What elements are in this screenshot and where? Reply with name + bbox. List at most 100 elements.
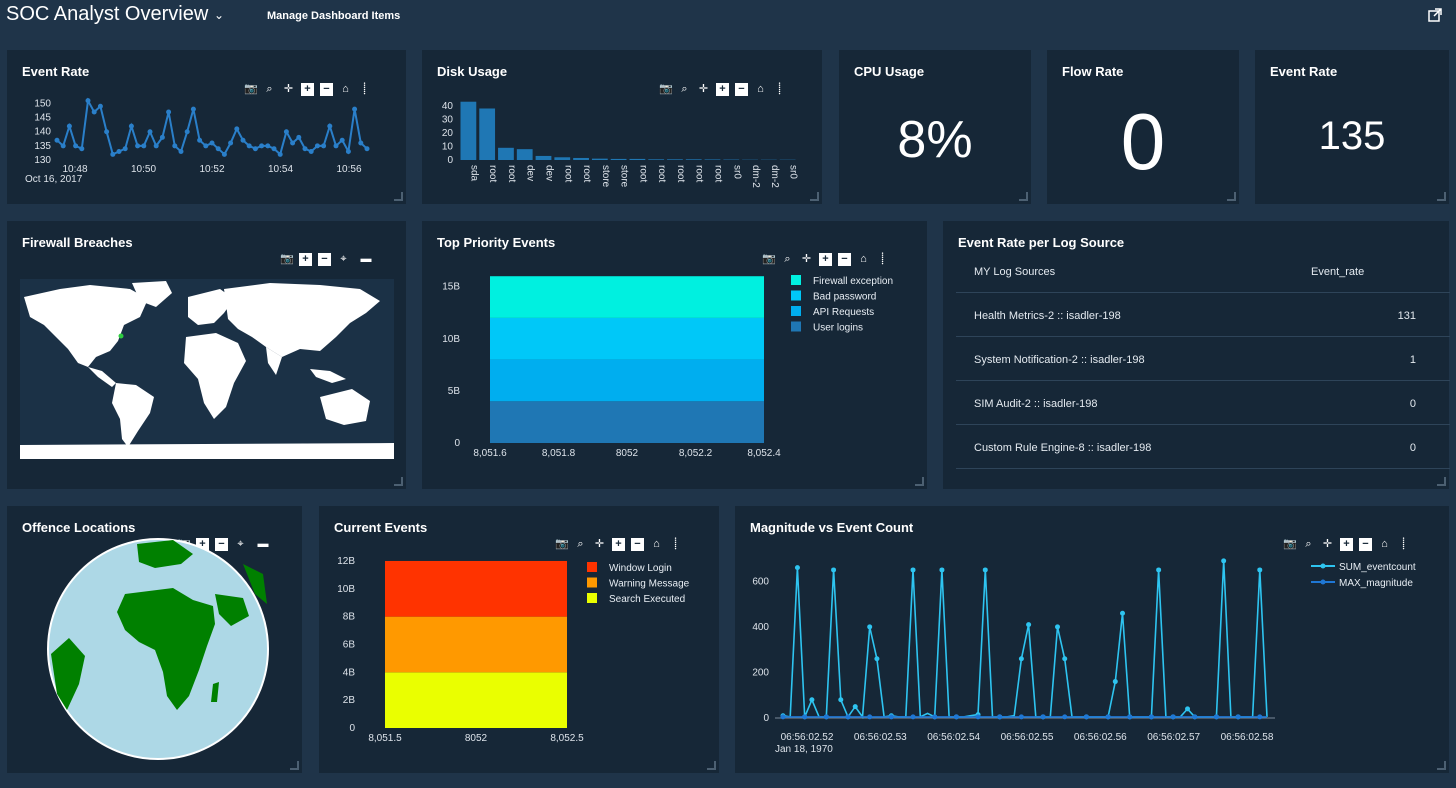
- bar[interactable]: [685, 159, 702, 160]
- data-point[interactable]: [91, 109, 97, 115]
- reset-icon[interactable]: ⌖: [340, 253, 347, 265]
- camera-icon[interactable]: 📷: [659, 83, 673, 95]
- data-point[interactable]: [1185, 706, 1191, 712]
- camera-icon[interactable]: 📷: [555, 538, 569, 550]
- resize-handle[interactable]: [1437, 192, 1446, 201]
- zoom-out-icon[interactable]: −: [838, 253, 851, 266]
- camera-icon[interactable]: 📷: [280, 253, 294, 265]
- data-point[interactable]: [184, 129, 190, 135]
- reset-icon[interactable]: ⌖: [237, 538, 244, 550]
- data-point[interactable]: [1018, 656, 1024, 662]
- bar[interactable]: [479, 108, 496, 160]
- legend-swatch[interactable]: [791, 275, 801, 285]
- camera-icon[interactable]: 📷: [762, 253, 776, 265]
- data-point[interactable]: [997, 714, 1003, 720]
- zoom-icon[interactable]: ⌕: [784, 253, 791, 265]
- zoom-out-icon[interactable]: −: [1359, 538, 1372, 551]
- data-point[interactable]: [838, 697, 844, 703]
- resize-handle[interactable]: [394, 192, 403, 201]
- data-point[interactable]: [1062, 714, 1068, 720]
- data-point[interactable]: [823, 714, 829, 720]
- pan-icon[interactable]: ✛: [594, 538, 605, 550]
- bar[interactable]: [573, 157, 589, 160]
- stacked-bar-segment[interactable]: [385, 672, 567, 728]
- data-point[interactable]: [1170, 714, 1176, 720]
- data-point[interactable]: [234, 126, 240, 132]
- pan-icon[interactable]: ✛: [698, 83, 709, 95]
- stacked-bar-segment[interactable]: [385, 616, 567, 673]
- resize-handle[interactable]: [1019, 192, 1028, 201]
- data-point[interactable]: [277, 151, 283, 157]
- data-point[interactable]: [147, 129, 153, 135]
- legend-swatch[interactable]: [587, 593, 597, 603]
- zoom-in-icon[interactable]: +: [819, 253, 832, 266]
- data-point[interactable]: [1112, 679, 1118, 685]
- zoom-icon[interactable]: ⌕: [1305, 538, 1312, 550]
- bar[interactable]: [554, 157, 571, 160]
- data-point[interactable]: [339, 137, 345, 143]
- data-point[interactable]: [259, 143, 265, 149]
- data-point[interactable]: [66, 123, 72, 129]
- data-point[interactable]: [845, 714, 851, 720]
- data-point[interactable]: [1040, 714, 1046, 720]
- camera-icon[interactable]: 📷: [244, 83, 258, 95]
- resize-handle[interactable]: [394, 477, 403, 486]
- data-point[interactable]: [153, 143, 159, 149]
- bar[interactable]: [535, 155, 552, 160]
- data-point[interactable]: [178, 149, 184, 155]
- zoom-icon[interactable]: ⌕: [577, 538, 584, 550]
- data-point[interactable]: [1221, 558, 1227, 564]
- data-point[interactable]: [852, 704, 858, 710]
- bar[interactable]: [667, 159, 683, 160]
- bar[interactable]: [591, 158, 608, 160]
- data-point[interactable]: [975, 714, 981, 720]
- data-point[interactable]: [1257, 714, 1263, 720]
- data-point[interactable]: [221, 151, 227, 157]
- home-icon[interactable]: ⌂: [653, 538, 660, 550]
- data-point[interactable]: [358, 140, 364, 146]
- data-point[interactable]: [122, 146, 128, 152]
- zoom-icon[interactable]: ⌕: [681, 83, 688, 95]
- spike-icon[interactable]: ⸽: [1402, 538, 1405, 550]
- chevron-down-icon[interactable]: ⌄: [214, 8, 225, 22]
- data-point[interactable]: [802, 714, 808, 720]
- resize-handle[interactable]: [290, 761, 299, 770]
- popout-icon[interactable]: [1428, 8, 1442, 22]
- zoom-out-icon[interactable]: −: [318, 253, 331, 266]
- logo-icon[interactable]: ▬: [360, 253, 372, 265]
- zoom-in-icon[interactable]: +: [1340, 538, 1353, 551]
- resize-handle[interactable]: [707, 761, 716, 770]
- breach-marker[interactable]: [118, 333, 124, 339]
- data-point[interactable]: [271, 146, 277, 152]
- data-point[interactable]: [910, 714, 916, 720]
- data-point[interactable]: [333, 143, 339, 149]
- data-point[interactable]: [60, 143, 66, 149]
- data-point[interactable]: [314, 143, 320, 149]
- resize-handle[interactable]: [1437, 477, 1446, 486]
- data-point[interactable]: [141, 143, 147, 149]
- data-point[interactable]: [203, 143, 209, 149]
- data-point[interactable]: [79, 146, 85, 152]
- data-point[interactable]: [1127, 714, 1133, 720]
- data-point[interactable]: [73, 143, 79, 149]
- data-point[interactable]: [1018, 714, 1024, 720]
- globe-map[interactable]: [43, 534, 273, 764]
- zoom-in-icon[interactable]: +: [299, 253, 312, 266]
- stacked-bar-segment[interactable]: [490, 317, 764, 360]
- legend-swatch[interactable]: [791, 290, 801, 301]
- zoom-in-icon[interactable]: +: [612, 538, 625, 551]
- data-point[interactable]: [296, 134, 302, 140]
- data-point[interactable]: [104, 129, 110, 135]
- resize-handle[interactable]: [1437, 761, 1446, 770]
- legend-swatch[interactable]: [587, 562, 597, 572]
- zoom-out-icon[interactable]: −: [735, 83, 748, 96]
- data-point[interactable]: [888, 714, 894, 720]
- data-point[interactable]: [831, 567, 837, 573]
- zoom-icon[interactable]: ⌕: [266, 83, 273, 95]
- data-point[interactable]: [252, 146, 258, 152]
- bar[interactable]: [516, 149, 533, 160]
- resize-handle[interactable]: [1227, 192, 1236, 201]
- zoom-in-icon[interactable]: +: [716, 83, 729, 96]
- data-point[interactable]: [1257, 567, 1263, 573]
- home-icon[interactable]: ⌂: [757, 83, 764, 95]
